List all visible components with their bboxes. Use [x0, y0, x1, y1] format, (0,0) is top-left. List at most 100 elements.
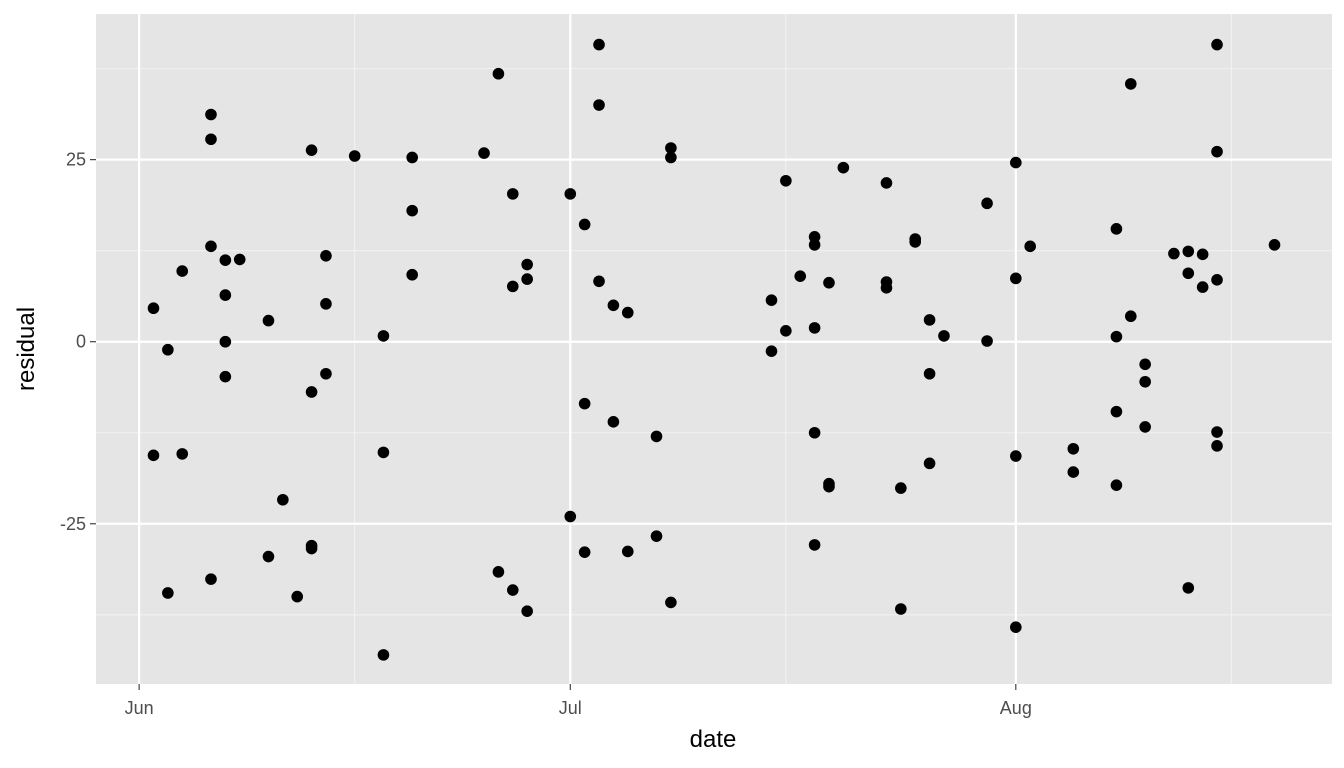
plot-panel	[96, 14, 1332, 684]
data-point	[650, 430, 663, 443]
major-gridlines	[96, 14, 1332, 684]
x-tick-label: Jul	[559, 698, 582, 718]
data-point	[780, 174, 792, 187]
data-point	[1139, 421, 1151, 433]
data-point	[1010, 450, 1022, 462]
data-point	[1067, 442, 1080, 455]
data-point	[320, 298, 332, 310]
data-point	[1067, 466, 1080, 478]
data-point	[320, 249, 332, 262]
data-point	[478, 147, 490, 159]
data-point	[564, 188, 577, 200]
data-point	[162, 343, 174, 356]
data-point	[564, 510, 577, 523]
data-point	[909, 236, 922, 248]
data-point	[1196, 248, 1209, 261]
data-point	[1182, 245, 1195, 258]
data-point	[823, 276, 835, 289]
data-point	[205, 133, 217, 146]
data-point	[923, 457, 936, 470]
y-tick-label: 25	[66, 150, 86, 170]
data-point	[205, 108, 217, 121]
data-point	[320, 367, 332, 380]
data-point	[506, 280, 519, 293]
data-point	[305, 542, 318, 555]
data-point	[1182, 582, 1195, 594]
data-point	[233, 253, 246, 266]
data-point	[406, 204, 418, 217]
data-points	[147, 38, 1281, 661]
data-point	[377, 446, 390, 459]
x-tick-label: Aug	[1000, 698, 1032, 718]
data-point	[607, 416, 620, 428]
y-axis-ticks: -25 0 25	[60, 150, 96, 534]
data-point	[1124, 310, 1137, 323]
data-point	[219, 289, 232, 301]
data-point	[1124, 78, 1137, 90]
data-point	[262, 314, 275, 327]
minor-gridlines	[96, 14, 1332, 684]
data-point	[1211, 426, 1223, 438]
data-point	[1139, 375, 1151, 388]
data-point	[880, 282, 893, 294]
data-point	[808, 231, 821, 243]
data-point	[348, 150, 361, 162]
data-point	[1024, 240, 1036, 253]
data-point	[1110, 223, 1123, 235]
data-point	[880, 177, 893, 189]
data-point	[650, 530, 663, 542]
data-point	[981, 335, 993, 347]
data-point	[205, 573, 217, 585]
data-point	[377, 330, 390, 342]
data-point	[1010, 272, 1022, 285]
data-point	[492, 67, 505, 80]
data-point	[808, 322, 821, 334]
data-point	[205, 240, 217, 253]
data-point	[305, 386, 318, 398]
x-axis-title: date	[690, 726, 737, 753]
data-point	[219, 335, 232, 348]
data-point	[593, 38, 605, 51]
data-point	[506, 188, 519, 200]
data-point	[981, 197, 993, 210]
data-point	[808, 239, 821, 251]
data-point	[895, 603, 907, 615]
data-point	[621, 545, 634, 558]
data-point	[147, 302, 160, 315]
data-point	[938, 330, 950, 342]
data-point	[1139, 358, 1151, 371]
data-point	[1182, 267, 1195, 280]
x-axis-ticks: Jun Jul Aug	[125, 684, 1032, 718]
data-point	[808, 539, 821, 551]
data-point	[492, 566, 505, 578]
data-point	[377, 649, 390, 661]
data-point	[665, 142, 677, 154]
data-point	[780, 324, 792, 337]
data-point	[593, 275, 605, 288]
data-point	[406, 151, 418, 164]
data-point	[521, 273, 533, 285]
data-point	[923, 314, 936, 326]
data-point	[277, 493, 289, 506]
data-point	[607, 299, 620, 312]
data-point	[765, 294, 778, 307]
data-point	[147, 449, 160, 462]
data-point	[1010, 621, 1022, 633]
data-point	[578, 218, 591, 231]
y-tick-label: -25	[60, 514, 86, 534]
data-point	[665, 596, 677, 609]
data-point	[176, 448, 189, 460]
data-point	[1211, 145, 1223, 158]
data-point	[262, 550, 275, 563]
data-point	[176, 265, 189, 277]
data-point	[823, 480, 835, 493]
data-point	[219, 370, 232, 383]
data-point	[291, 590, 304, 603]
data-point	[506, 584, 519, 596]
data-point	[1110, 479, 1123, 491]
data-point	[406, 268, 418, 281]
data-point	[578, 397, 591, 410]
data-point	[895, 482, 907, 494]
data-point	[1211, 440, 1223, 452]
data-point	[1168, 247, 1180, 260]
